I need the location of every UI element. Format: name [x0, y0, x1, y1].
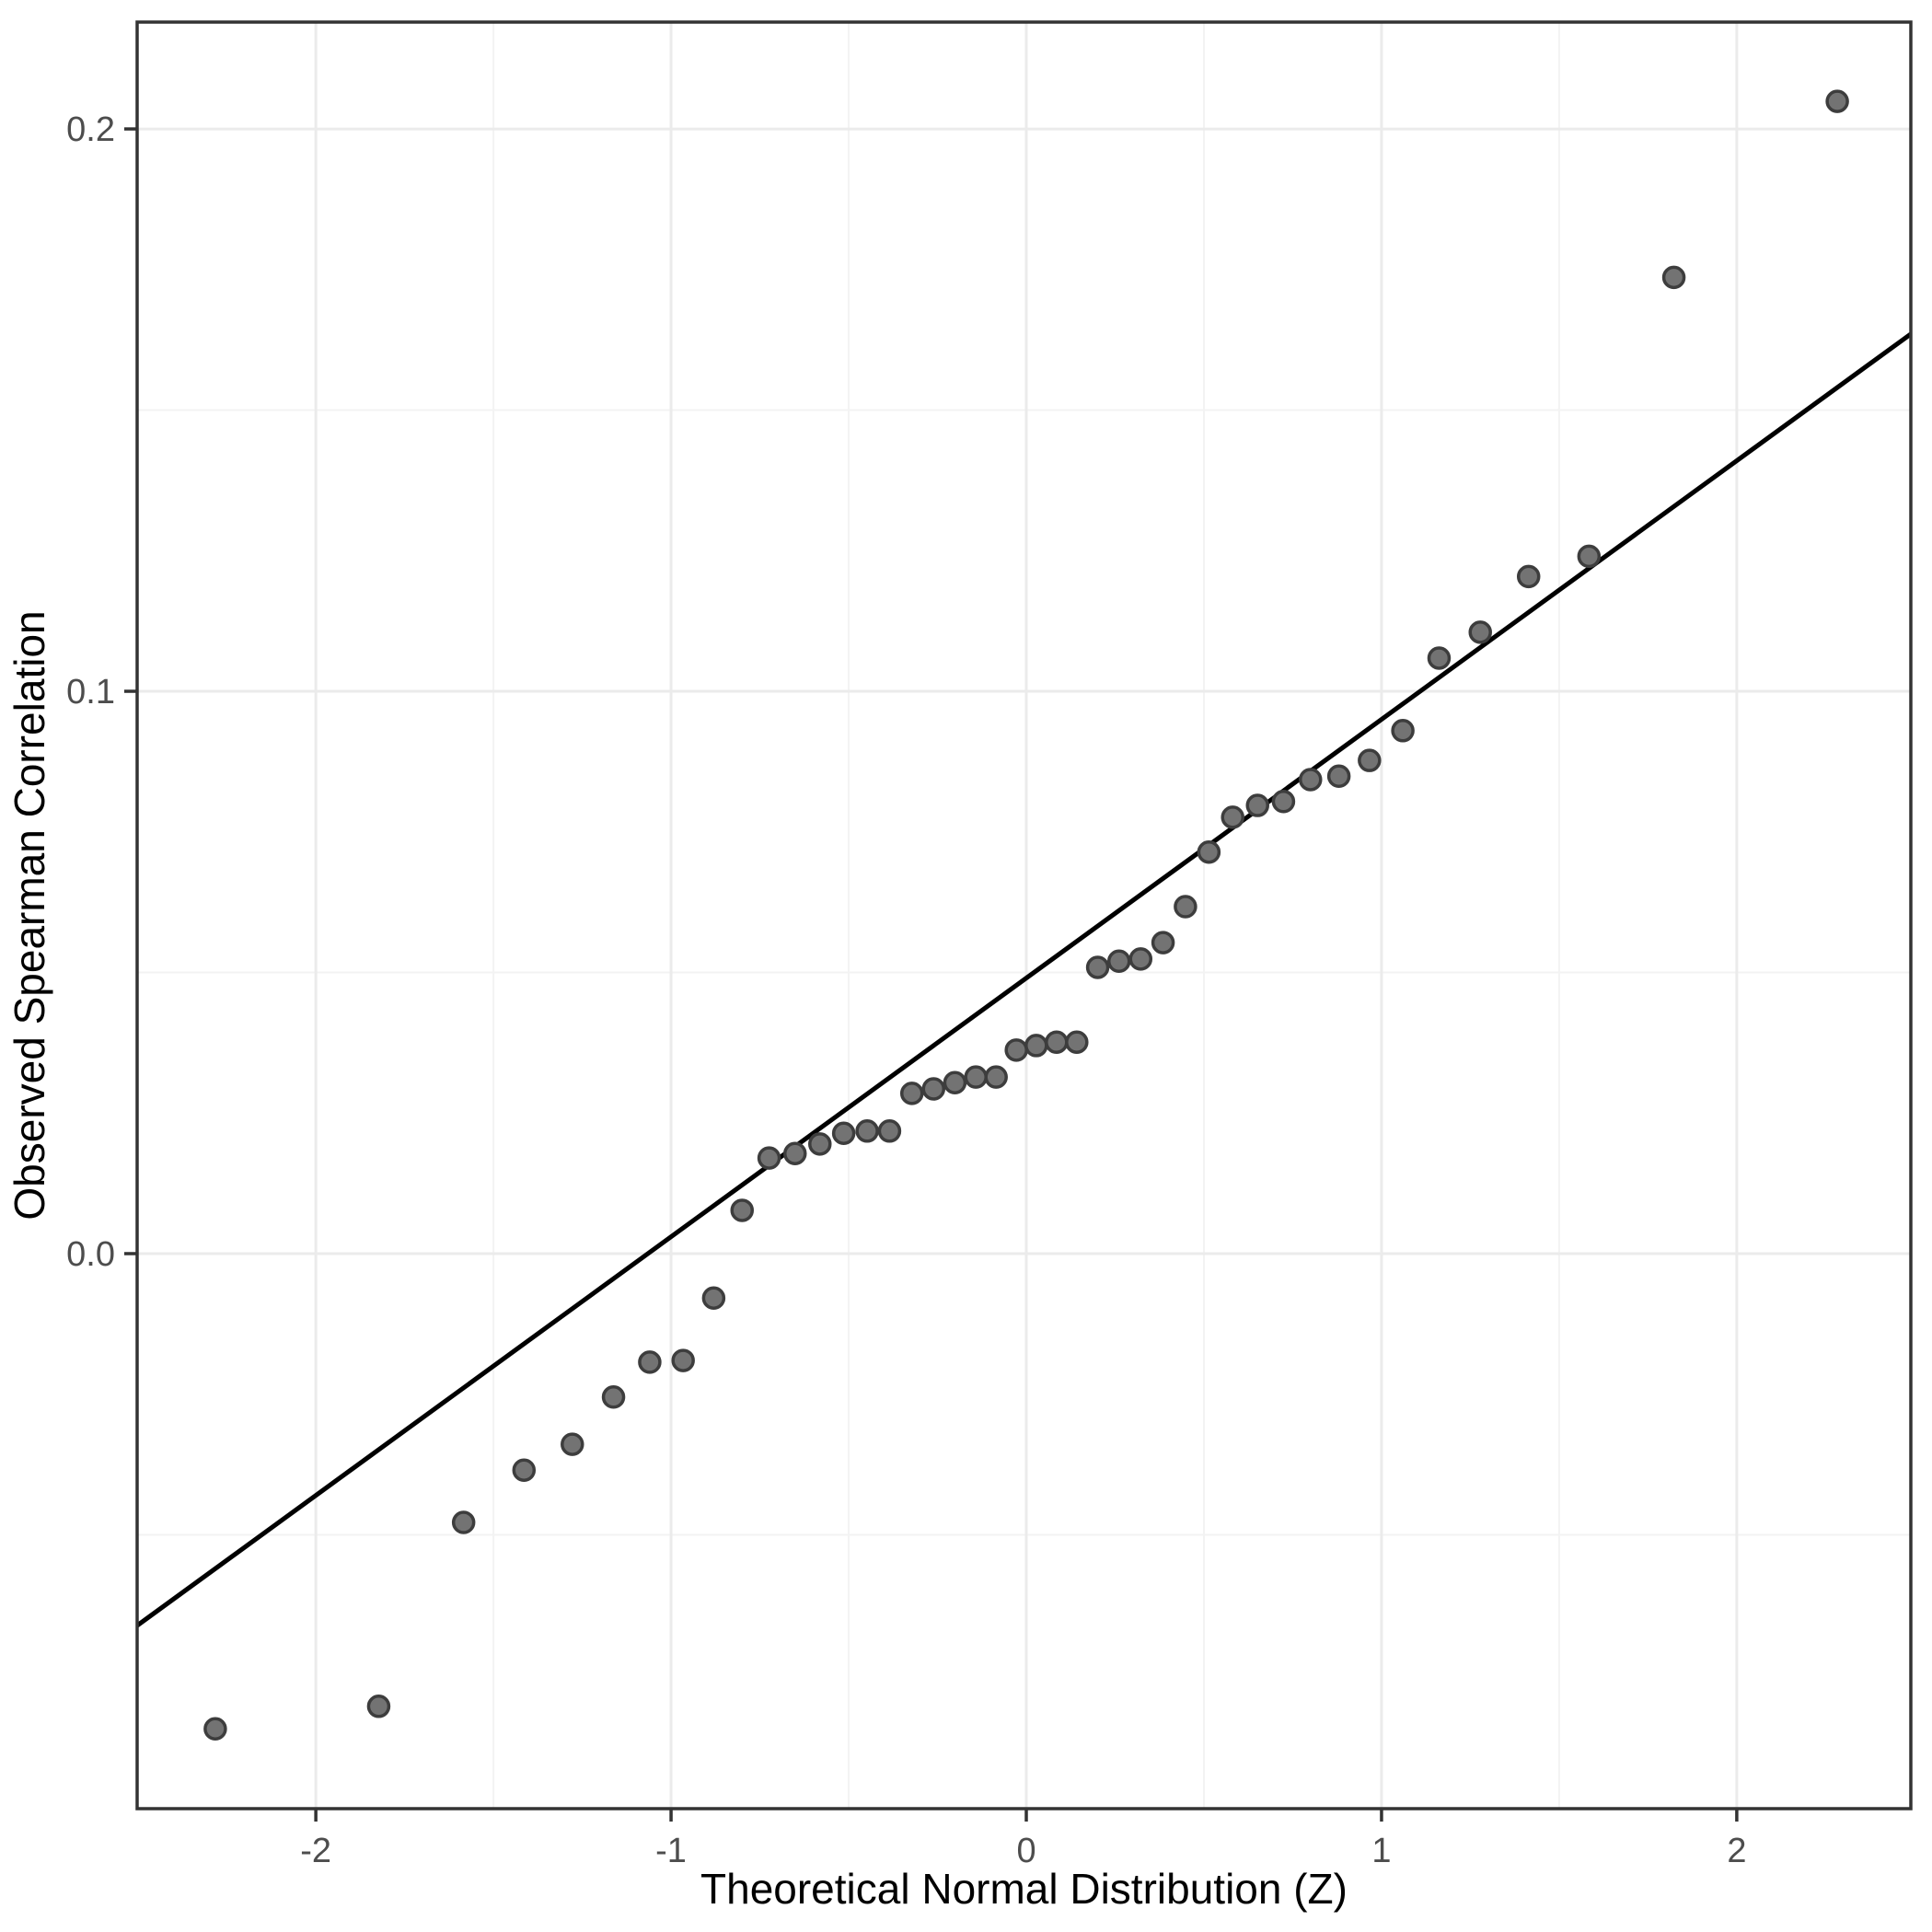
data-point — [671, 1348, 695, 1372]
data-point — [1174, 895, 1197, 919]
data-point — [366, 1695, 391, 1718]
data-point — [638, 1350, 662, 1374]
data-point — [561, 1432, 584, 1456]
data-point — [1004, 1038, 1028, 1062]
data-point — [855, 1119, 879, 1143]
data-point — [451, 1510, 476, 1534]
data-point — [1427, 646, 1452, 670]
x-tick-label: 1 — [1371, 1832, 1391, 1870]
x-tick-label: 0 — [1016, 1832, 1035, 1870]
data-point — [964, 1065, 988, 1089]
data-point — [1468, 620, 1492, 644]
data-point — [701, 1286, 726, 1311]
x-tick-label: -1 — [655, 1832, 687, 1870]
data-point — [1045, 1030, 1069, 1055]
data-point — [1085, 955, 1110, 979]
ticks-layer — [124, 127, 1739, 1822]
x-tick-label: -2 — [300, 1832, 331, 1870]
data-point — [808, 1132, 832, 1156]
data-point — [1151, 931, 1175, 954]
data-point — [943, 1070, 967, 1095]
data-point — [1245, 793, 1270, 817]
tick-labels-layer: -2 -1 0 1 2 0.0 0.1 0.2 — [66, 110, 1746, 1870]
data-point — [203, 1717, 227, 1741]
y-axis-title: Observed Spearman Correlation — [6, 610, 53, 1220]
data-point — [1577, 544, 1602, 569]
data-point — [512, 1458, 537, 1482]
data-point — [921, 1077, 946, 1101]
x-axis-title: Theoretical Normal Distribution (Z) — [700, 1865, 1348, 1913]
data-point — [1299, 768, 1323, 792]
data-point — [1516, 564, 1541, 589]
panel-border — [135, 20, 1913, 1811]
data-point — [1825, 89, 1849, 113]
data-points-layer — [203, 89, 1849, 1741]
data-point — [899, 1082, 924, 1105]
data-point — [1391, 719, 1415, 743]
x-tick-label: 2 — [1727, 1832, 1746, 1870]
data-point — [1065, 1030, 1089, 1055]
data-point — [1128, 947, 1153, 971]
data-point — [1024, 1034, 1048, 1058]
data-point — [783, 1141, 807, 1165]
data-point — [730, 1198, 755, 1222]
data-point — [601, 1385, 626, 1409]
y-tick-label: 0.2 — [66, 110, 115, 149]
reference-line-layer — [135, 331, 1913, 1628]
data-point — [1221, 805, 1244, 829]
data-point — [984, 1065, 1008, 1089]
data-point — [877, 1119, 902, 1143]
grid-major-layer — [137, 22, 1911, 1809]
grid-minor-layer — [137, 22, 1911, 1809]
data-point — [831, 1121, 856, 1145]
data-point — [1106, 949, 1131, 974]
data-point — [1661, 265, 1686, 290]
data-point — [1358, 748, 1382, 772]
data-point — [1326, 764, 1351, 789]
qq-reference-line — [135, 331, 1913, 1628]
y-tick-label: 0.0 — [66, 1235, 115, 1274]
data-point — [1271, 790, 1296, 814]
y-tick-label: 0.1 — [66, 673, 115, 711]
data-point — [1197, 840, 1221, 864]
data-point — [757, 1146, 781, 1170]
